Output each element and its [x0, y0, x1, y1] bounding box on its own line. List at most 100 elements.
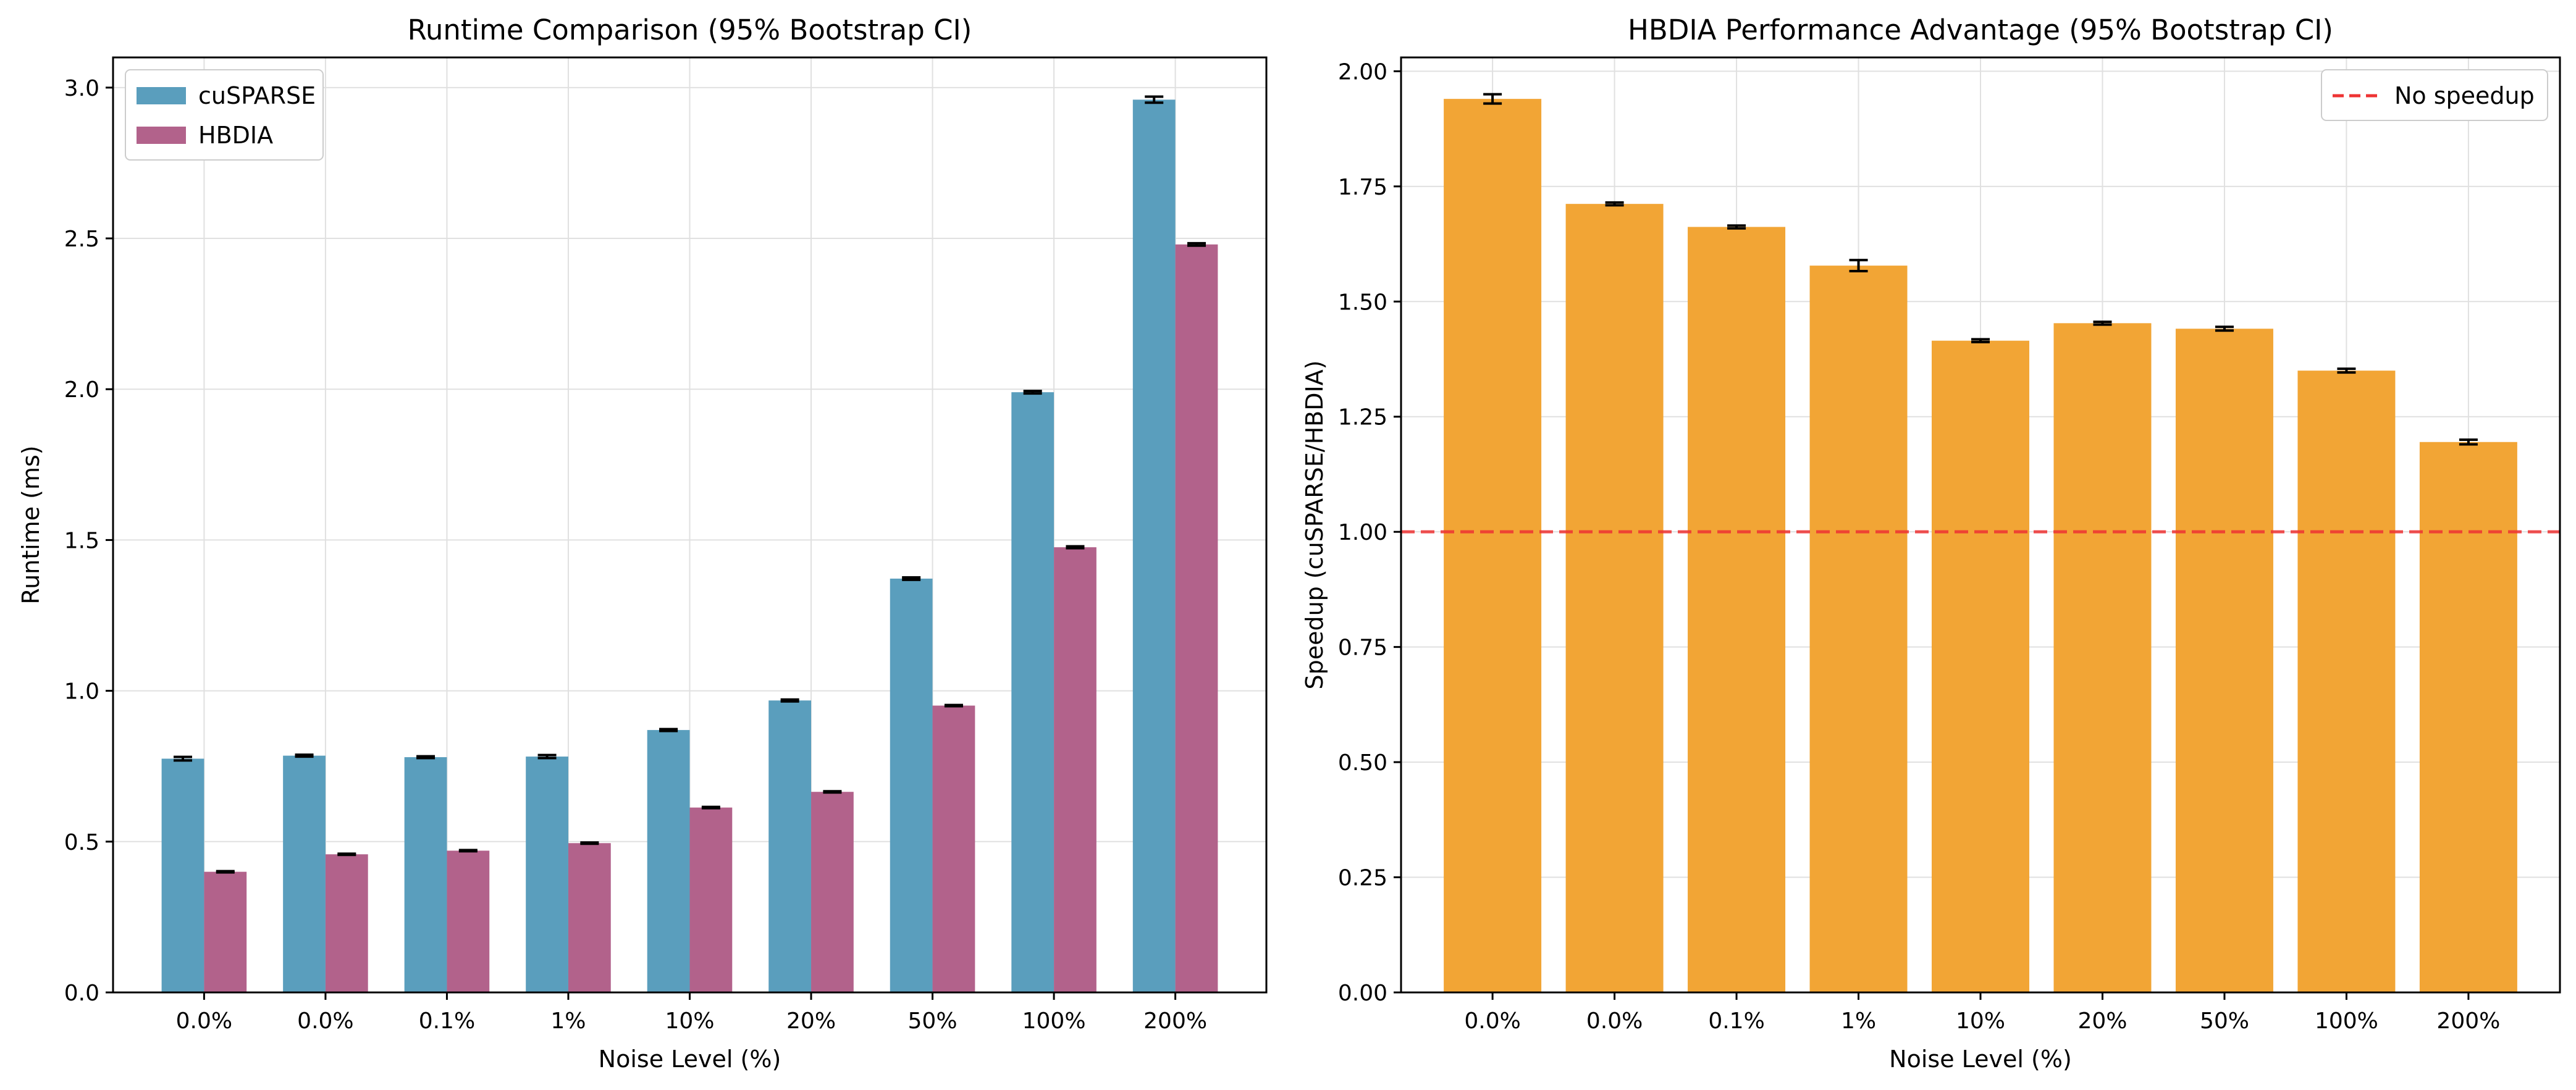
speedup-x-tick-label: 20% — [2077, 1008, 2127, 1034]
speedup-error-bar — [2093, 321, 2112, 326]
runtime-bar-cusparse — [404, 757, 447, 992]
runtime-x-tick-label: 100% — [1022, 1008, 1086, 1034]
runtime-bar-cusparse — [526, 757, 568, 992]
speedup-y-axis-label: Speedup (cuSPARSE/HBDIA) — [1301, 360, 1328, 689]
speedup-y-tick-label: 1.75 — [1338, 175, 1387, 200]
runtime-error-bar — [174, 755, 193, 762]
runtime-error-bar — [944, 703, 963, 708]
speedup-error-bar — [1727, 224, 1746, 230]
runtime-error-bars — [174, 95, 1206, 874]
speedup-x-ticks: 0.0% 0.0% 0.1% 1% 10% 20% 50% 100% 200% — [1464, 992, 2500, 1034]
runtime-error-bar — [780, 698, 799, 703]
runtime-bar-hbdia — [568, 843, 611, 992]
speedup-error-bar — [1971, 338, 1990, 343]
runtime-bar-cusparse — [768, 700, 812, 992]
speedup-y-ticks: 0.00 0.25 0.50 0.75 1.00 1.25 1.50 1.75 2.00 — [1338, 59, 1401, 1006]
speedup-legend-label: No speedup — [2394, 82, 2535, 109]
runtime-bar-cusparse — [890, 578, 933, 992]
speedup-bars — [1444, 99, 2517, 993]
speedup-bar — [1932, 340, 2029, 993]
runtime-bar-cusparse — [161, 758, 204, 992]
runtime-x-tick-label: 0.0% — [176, 1008, 232, 1034]
runtime-x-axis-label: Noise Level (%) — [599, 1046, 781, 1073]
speedup-error-bar — [2337, 367, 2356, 374]
speedup-bar — [2175, 329, 2273, 993]
speedup-error-bar — [1849, 259, 1868, 273]
runtime-error-bar — [1023, 390, 1042, 395]
speedup-y-tick-label: 1.50 — [1338, 290, 1387, 315]
runtime-legend-label: cuSPARSE — [198, 82, 316, 109]
runtime-bar-cusparse — [1132, 99, 1176, 993]
runtime-x-ticks: 0.0% 0.0% 0.1% 1% 10% 20% 50% 100% 200% — [176, 992, 1207, 1034]
speedup-y-tick-label: 1.25 — [1338, 405, 1387, 430]
runtime-bar-hbdia — [932, 705, 975, 992]
runtime-chart-title: Runtime Comparison (95% Bootstrap CI) — [408, 14, 972, 46]
speedup-bar — [1444, 99, 1542, 992]
runtime-y-tick-label: 0.0 — [64, 981, 99, 1006]
runtime-y-ticks: 0.0 0.5 1.0 1.5 2.0 2.5 3.0 — [64, 76, 113, 1006]
runtime-y-tick-label: 1.5 — [64, 528, 99, 553]
runtime-y-tick-label: 1.0 — [64, 679, 99, 705]
speedup-legend: No speedup — [2321, 69, 2548, 121]
speedup-bar — [1809, 266, 1908, 992]
runtime-y-tick-label: 3.0 — [64, 76, 99, 101]
runtime-bar-hbdia — [811, 792, 854, 992]
runtime-error-bar — [823, 790, 842, 794]
runtime-bar-hbdia — [1054, 547, 1096, 992]
speedup-x-tick-label: 200% — [2436, 1008, 2500, 1034]
speedup-bar — [1565, 204, 1664, 993]
runtime-error-bar — [1187, 241, 1206, 247]
speedup-bar — [2297, 371, 2396, 992]
runtime-bar-cusparse — [1011, 392, 1054, 992]
runtime-bars — [161, 99, 1218, 993]
speedup-x-axis-label: Noise Level (%) — [1889, 1046, 2072, 1073]
runtime-bar-hbdia — [689, 807, 733, 992]
runtime-error-bar — [1066, 545, 1085, 550]
runtime-error-bar — [580, 841, 599, 845]
runtime-x-tick-label: 50% — [908, 1008, 958, 1034]
runtime-legend: cuSPARSE HBDIA — [125, 69, 324, 161]
runtime-error-bar — [337, 852, 356, 857]
runtime-y-axis-label: Runtime (ms) — [17, 445, 44, 604]
speedup-error-bar — [1483, 93, 1502, 105]
runtime-error-bar — [216, 870, 235, 874]
runtime-y-tick-label: 0.5 — [64, 830, 99, 855]
speedup-x-tick-label: 1% — [1841, 1008, 1876, 1034]
runtime-error-bar — [416, 755, 436, 760]
runtime-error-bar — [537, 753, 557, 760]
speedup-x-tick-label: 10% — [1956, 1008, 2005, 1034]
speedup-error-bars — [1483, 93, 2478, 446]
runtime-bar-hbdia — [1175, 244, 1218, 992]
runtime-x-tick-label: 0.1% — [419, 1008, 475, 1034]
runtime-bar-hbdia — [325, 854, 368, 992]
runtime-y-tick-label: 2.5 — [64, 227, 99, 252]
speedup-y-tick-label: 0.25 — [1338, 866, 1387, 891]
runtime-error-bar — [458, 849, 478, 853]
speedup-x-tick-label: 0.0% — [1586, 1008, 1643, 1034]
runtime-error-bar — [1145, 95, 1164, 104]
speedup-x-tick-label: 0.1% — [1708, 1008, 1764, 1034]
speedup-chart-title: HBDIA Performance Advantage (95% Bootstr… — [1628, 14, 2333, 46]
runtime-x-tick-label: 0.0% — [297, 1008, 353, 1034]
speedup-chart: 0.00 0.25 0.50 0.75 1.00 1.25 1.50 1.75 2.00 0.0… — [1301, 14, 2561, 1073]
runtime-x-tick-label: 1% — [550, 1008, 586, 1034]
runtime-error-bar — [701, 805, 720, 810]
speedup-y-tick-label: 2.00 — [1338, 59, 1387, 85]
runtime-bar-cusparse — [647, 730, 690, 992]
speedup-bar — [2419, 442, 2517, 992]
speedup-y-tick-label: 0.50 — [1338, 750, 1387, 776]
speedup-error-bar — [2215, 325, 2234, 332]
runtime-bar-cusparse — [283, 755, 326, 992]
runtime-error-bar — [902, 576, 921, 581]
runtime-x-tick-label: 20% — [786, 1008, 836, 1034]
speedup-y-tick-label: 1.00 — [1338, 520, 1387, 545]
speedup-error-bar — [2459, 438, 2478, 446]
speedup-y-tick-label: 0.75 — [1338, 635, 1387, 661]
runtime-bar-hbdia — [204, 871, 247, 992]
runtime-comparison-chart: 0.0 0.5 1.0 1.5 2.0 2.5 3.0 0.0% 0.0% 0.1% 1% 10% 2… — [17, 14, 1268, 1073]
speedup-bar — [1688, 227, 1786, 992]
speedup-bar — [2053, 323, 2152, 992]
speedup-x-tick-label: 50% — [2200, 1008, 2249, 1034]
speedup-y-tick-label: 0.00 — [1338, 981, 1387, 1006]
